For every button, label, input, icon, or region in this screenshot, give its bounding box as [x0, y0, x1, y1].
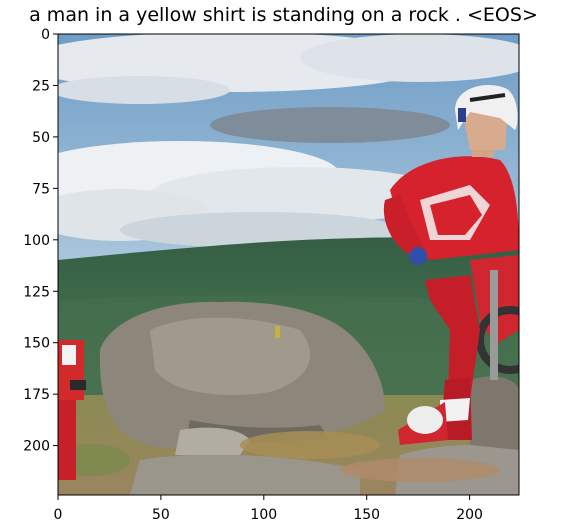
y-tick-label: 0: [41, 27, 50, 43]
x-tick-label: 100: [250, 507, 277, 523]
x-axis: 0 50 100 150 200: [54, 495, 483, 523]
x-tick-label: 50: [152, 507, 170, 523]
y-tick-label: 75: [32, 181, 50, 197]
photo: [20, 32, 540, 495]
y-tick-label: 150: [23, 336, 50, 352]
y-tick-label: 100: [23, 233, 50, 249]
y-tick-label: 25: [32, 78, 50, 94]
y-axis: 0 25 50 75 100 125 150 175 200: [23, 27, 58, 455]
y-tick-label: 175: [23, 387, 50, 403]
y-tick-label: 200: [23, 439, 50, 455]
x-tick-label: 0: [54, 507, 63, 523]
rock-mark: [275, 326, 280, 338]
x-tick-label: 200: [456, 507, 483, 523]
x-tick-label: 150: [353, 507, 380, 523]
y-tick-label: 125: [23, 284, 50, 300]
y-tick-label: 50: [32, 130, 50, 146]
